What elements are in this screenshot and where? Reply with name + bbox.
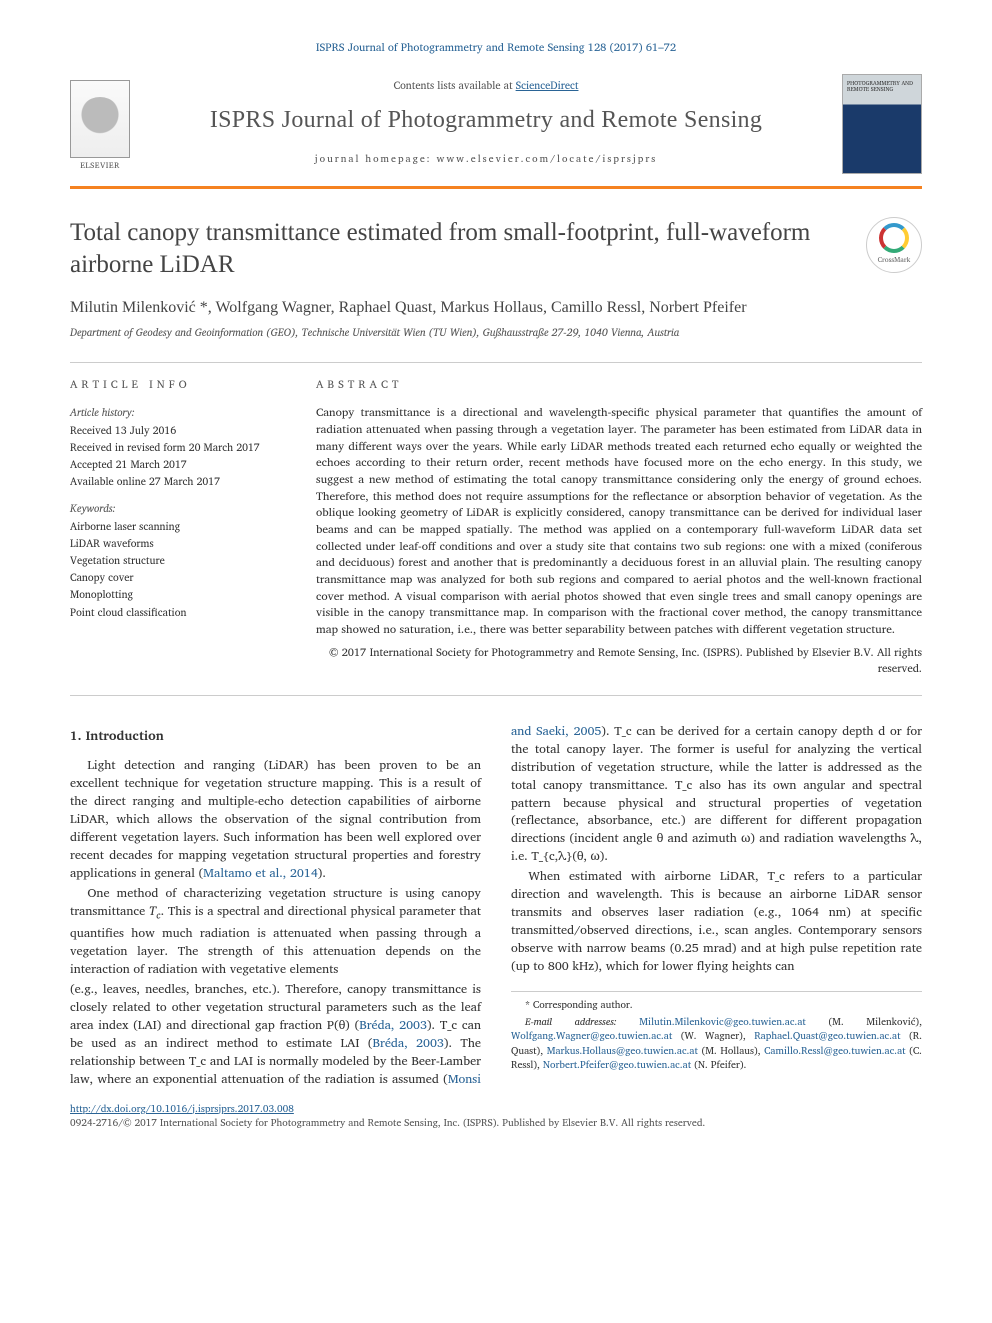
- para-1: Light detection and ranging (LiDAR) has …: [70, 756, 481, 882]
- footnotes: * Corresponding author. E-mail addresses…: [511, 991, 922, 1073]
- crossmark-badge[interactable]: CrossMark: [866, 217, 922, 273]
- abstract-block: abstract Canopy transmittance is a direc…: [316, 377, 922, 676]
- authors-line: Milutin Milenković *, Wolfgang Wagner, R…: [70, 296, 922, 319]
- running-head: ISPRS Journal of Photogrammetry and Remo…: [70, 40, 922, 56]
- keyword: Airborne laser scanning: [70, 519, 280, 534]
- journal-homepage: journal homepage: www.elsevier.com/locat…: [144, 152, 828, 167]
- history-line: Available online 27 March 2017: [70, 474, 280, 489]
- journal-cover-thumbnail: PHOTOGRAMMETRY AND REMOTE SENSING: [842, 74, 922, 174]
- email-who: (N. Pfeifer): [694, 1057, 744, 1073]
- journal-header: ELSEVIER Contents lists available at Sci…: [70, 74, 922, 189]
- homepage-url[interactable]: www.elsevier.com/locate/isprsjprs: [437, 151, 658, 167]
- body-columns: 1. Introduction Light detection and rang…: [70, 722, 922, 1088]
- para-3d: ). T_c can be derived for a certain cano…: [511, 721, 922, 867]
- keyword: LiDAR waveforms: [70, 536, 280, 551]
- history-line: Received 13 July 2016: [70, 423, 280, 438]
- para-1-tail: ).: [318, 863, 326, 883]
- crossmark-label: CrossMark: [878, 256, 911, 266]
- para-2: One method of characterizing vegetation …: [70, 884, 481, 977]
- issn-copyright-line: 0924-2716/© 2017 International Society f…: [70, 1115, 705, 1131]
- sciencedirect-link[interactable]: ScienceDirect: [516, 76, 579, 94]
- keyword: Monoplotting: [70, 587, 280, 602]
- citation-maltamo[interactable]: Maltamo et al., 2014: [203, 863, 318, 883]
- email-link[interactable]: Norbert.Pfeifer@geo.tuwien.ac.at: [543, 1057, 691, 1073]
- corresponding-author-note: * Corresponding author.: [511, 998, 922, 1013]
- article-info-heading: article info: [70, 377, 280, 393]
- homepage-label: journal homepage:: [315, 151, 437, 167]
- elsevier-logo: ELSEVIER: [70, 74, 130, 172]
- journal-name: ISPRS Journal of Photogrammetry and Remo…: [144, 103, 828, 138]
- publisher-name: ELSEVIER: [80, 160, 120, 172]
- email-link[interactable]: Camillo.Ressl@geo.tuwien.ac.at: [764, 1043, 905, 1059]
- article-history-label: Article history:: [70, 405, 280, 420]
- crossmark-icon: [879, 223, 909, 253]
- keywords-label: Keywords:: [70, 501, 280, 516]
- section-heading-intro: 1. Introduction: [70, 726, 481, 745]
- contents-available-line: Contents lists available at ScienceDirec…: [144, 78, 828, 93]
- abstract-heading: abstract: [316, 377, 922, 393]
- article-title: Total canopy transmittance estimated fro…: [70, 217, 852, 282]
- history-line: Accepted 21 March 2017: [70, 457, 280, 472]
- keyword: Point cloud classification: [70, 605, 280, 620]
- affiliation: Department of Geodesy and Geoinformation…: [70, 325, 922, 340]
- history-line: Received in revised form 20 March 2017: [70, 440, 280, 455]
- abstract-text: Canopy transmittance is a directional an…: [316, 405, 922, 638]
- keyword: Canopy cover: [70, 570, 280, 585]
- cover-caption: PHOTOGRAMMETRY AND REMOTE SENSING: [847, 81, 917, 93]
- para-4: When estimated with airborne LiDAR, T_c …: [511, 867, 922, 975]
- article-info-block: article info Article history: Received 1…: [70, 377, 280, 676]
- contents-prefix: Contents lists available at: [394, 76, 516, 94]
- doi-block: http://dx.doi.org/10.1016/j.isprsjprs.20…: [70, 1102, 922, 1131]
- email-addresses: E-mail addresses: Milutin.Milenkovic@geo…: [511, 1015, 922, 1073]
- abstract-copyright: © 2017 International Society for Photogr…: [316, 645, 922, 677]
- symbol-tc: Tc: [149, 901, 161, 921]
- keyword: Vegetation structure: [70, 553, 280, 568]
